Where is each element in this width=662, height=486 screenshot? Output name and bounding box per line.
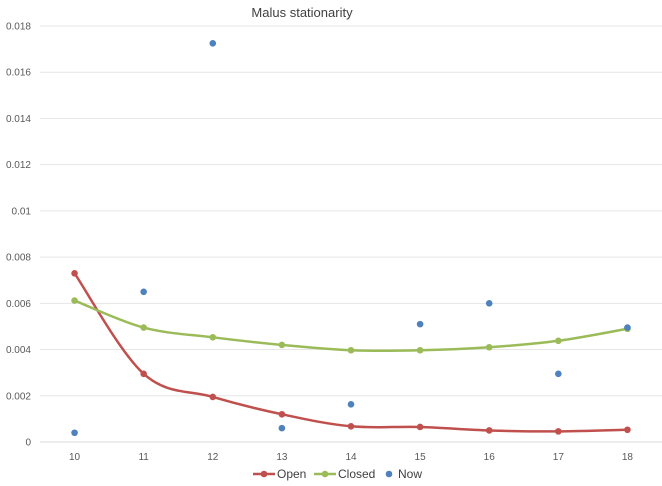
data-point-now xyxy=(416,320,424,328)
data-point-now xyxy=(485,300,493,307)
legend-marker-closed xyxy=(321,470,329,478)
legend[interactable]: Open Closed Now xyxy=(253,467,422,481)
data-point-now xyxy=(71,429,78,437)
x-tick-label: 14 xyxy=(345,452,357,463)
data-point-now xyxy=(209,40,217,47)
y-tick-label: 0.002 xyxy=(6,391,31,402)
data-point-open xyxy=(624,426,631,434)
data-point-open xyxy=(555,428,562,435)
x-tick-label: 12 xyxy=(207,452,219,463)
legend-marker-now xyxy=(385,470,393,478)
legend-label-closed: Closed xyxy=(338,467,375,481)
x-tick-label: 13 xyxy=(276,452,288,463)
x-tick-label: 18 xyxy=(622,452,634,463)
data-point-open xyxy=(416,423,424,431)
series-closed xyxy=(71,297,631,354)
data-point-closed xyxy=(209,334,217,341)
x-tick-label: 11 xyxy=(138,452,149,463)
chart-title: Malus stationarity xyxy=(251,5,353,20)
y-tick-label: 0.01 xyxy=(12,206,32,217)
y-tick-label: 0.008 xyxy=(6,253,31,264)
data-point-closed xyxy=(485,343,493,351)
legend-label-now: Now xyxy=(398,467,422,481)
x-tick-label: 15 xyxy=(415,452,427,463)
series-open xyxy=(71,269,631,435)
y-tick-label: 0.006 xyxy=(6,299,31,310)
legend-item-closed[interactable]: Closed xyxy=(314,467,375,481)
data-point-open xyxy=(209,393,217,401)
data-point-now xyxy=(624,324,631,331)
legend-label-open: Open xyxy=(277,467,306,481)
series-line-closed xyxy=(74,299,628,353)
y-tick-label: 0.004 xyxy=(6,345,31,356)
legend-item-now[interactable]: Now xyxy=(385,467,423,481)
y-tick-label: 0.018 xyxy=(6,22,31,33)
data-point-now xyxy=(347,401,355,408)
data-point-now xyxy=(140,288,147,296)
data-point-closed xyxy=(71,297,78,304)
data-point-open xyxy=(485,427,493,434)
axes: 0 0.002 0.004 0.006 0.008 0.01 0.012 0.014 0.016… xyxy=(6,22,662,463)
y-tick-label: 0 xyxy=(25,438,31,449)
data-point-closed xyxy=(347,346,355,354)
data-point-open xyxy=(278,410,286,418)
legend-item-open[interactable]: Open xyxy=(253,467,306,481)
gridlines xyxy=(40,25,662,397)
series-layer xyxy=(71,40,631,437)
x-tick-label: 10 xyxy=(69,452,81,463)
data-point-closed xyxy=(140,324,147,331)
data-point-open xyxy=(347,422,355,430)
data-point-now xyxy=(278,424,286,432)
data-point-closed xyxy=(416,346,424,354)
y-tick-label: 0.016 xyxy=(6,68,31,79)
data-point-now xyxy=(555,370,562,378)
x-tick-label: 16 xyxy=(484,452,496,463)
y-tick-label: 0.012 xyxy=(6,160,31,171)
legend-marker-open xyxy=(260,470,268,478)
x-tick-label: 17 xyxy=(553,452,565,463)
series-now xyxy=(71,40,631,437)
data-point-open xyxy=(140,370,147,378)
y-tick-label: 0.014 xyxy=(6,114,31,125)
data-point-closed xyxy=(278,341,286,349)
data-point-open xyxy=(71,269,78,277)
data-point-closed xyxy=(555,337,562,345)
